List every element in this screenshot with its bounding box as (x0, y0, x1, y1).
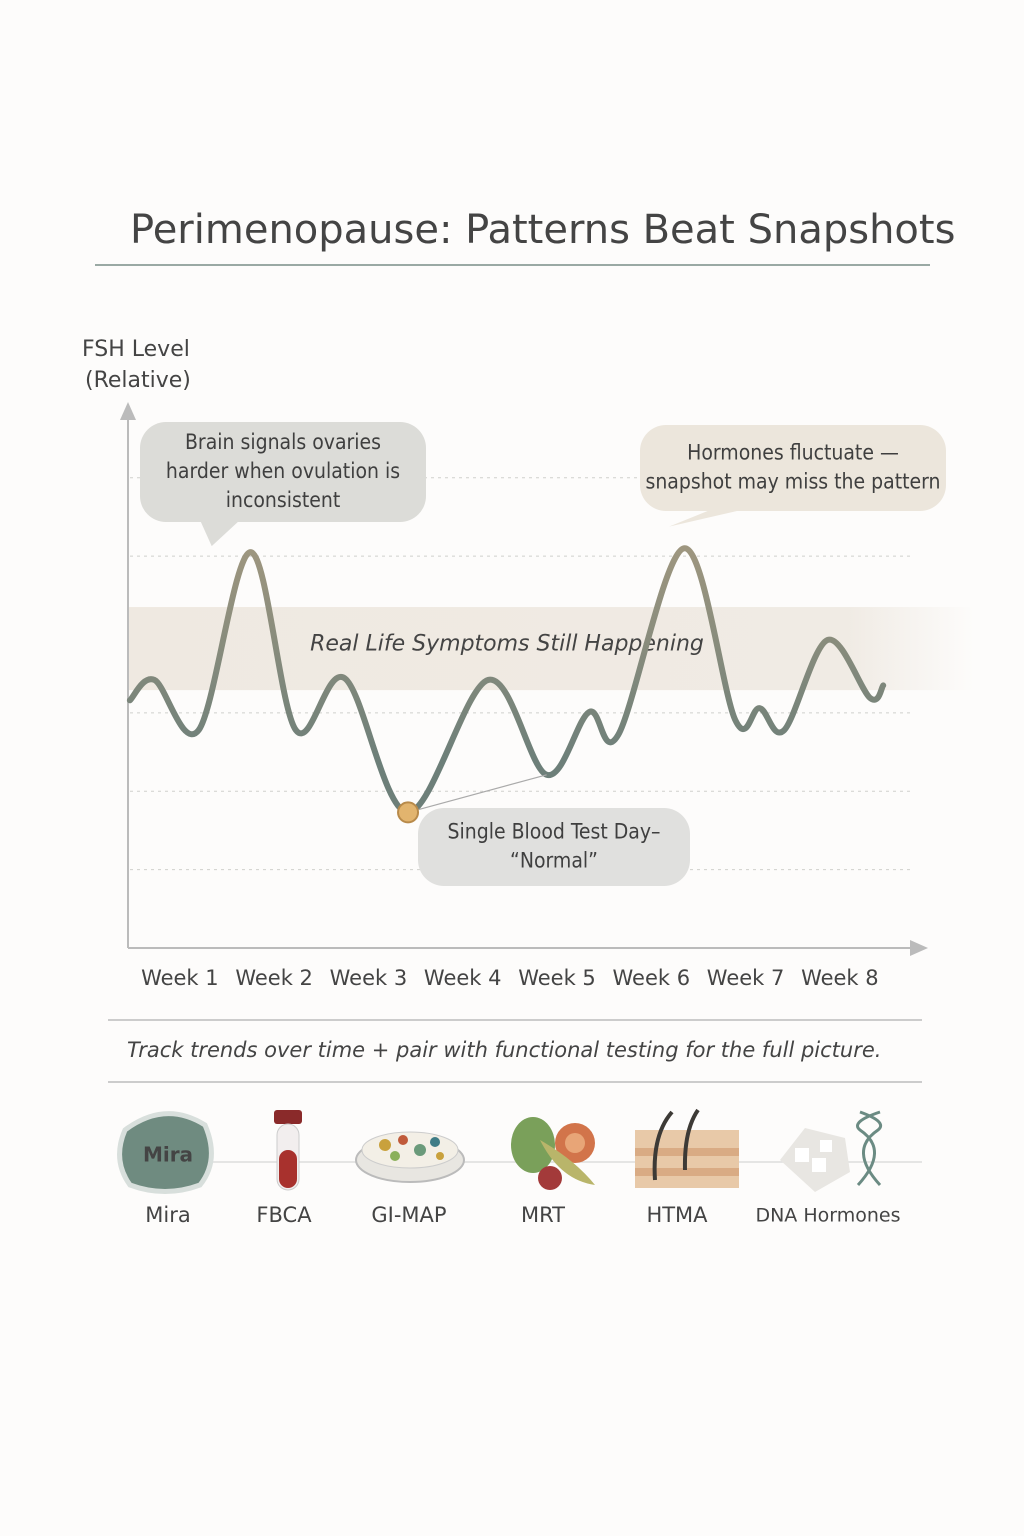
test-label: DNA Hormones (755, 1205, 900, 1227)
x-tick-label: Week 2 (235, 966, 313, 990)
y-label: FSH Level (82, 337, 190, 362)
x-tick-label: Week 5 (518, 966, 596, 990)
x-tick-label: Week 4 (424, 966, 502, 990)
x-tick-label: Week 8 (801, 966, 879, 990)
callout (418, 808, 690, 886)
test-label: FBCA (256, 1203, 312, 1227)
petri-icon (355, 1131, 465, 1183)
callout-text: Hormones fluctuate — (687, 441, 899, 465)
tube-icon (274, 1110, 302, 1191)
band-label: Real Life Symptoms Still Happening (310, 632, 704, 657)
x-tick-label: Week 1 (141, 966, 219, 990)
callout-tail (200, 520, 240, 547)
callout-text: Brain signals ovaries (185, 430, 381, 454)
callout-text: “Normal” (510, 849, 598, 873)
callout (140, 422, 426, 522)
callout-text: snapshot may miss the pattern (645, 470, 940, 494)
food-icon (511, 1117, 595, 1190)
dna-icon (780, 1110, 883, 1192)
callout-tail (669, 508, 750, 527)
callout-text: Single Blood Test Day– (447, 820, 660, 844)
test-label: HTMA (646, 1203, 708, 1227)
hair-icon (635, 1108, 739, 1188)
icon-text: Mira (143, 1143, 193, 1167)
x-tick-label: Week 3 (330, 966, 408, 990)
mira-icon: Mira (117, 1111, 214, 1194)
chart-title: Perimenopause: Patterns Beat Snapshots (130, 207, 955, 253)
test-label: Mira (145, 1203, 190, 1227)
caption: Track trends over time + pair with funct… (127, 1038, 881, 1062)
callout (640, 425, 946, 511)
y-label: (Relative) (85, 368, 191, 393)
test-label: MRT (521, 1203, 565, 1227)
callout-text: inconsistent (226, 488, 341, 512)
connector (407, 774, 547, 813)
test-label: GI-MAP (371, 1203, 446, 1227)
footer: Track trends over time + pair with funct… (108, 1019, 922, 1227)
test-marker (397, 801, 420, 824)
x-tick-label: Week 7 (707, 966, 785, 990)
callout-text: harder when ovulation is (166, 459, 400, 483)
x-tick-label: Week 6 (612, 966, 690, 990)
